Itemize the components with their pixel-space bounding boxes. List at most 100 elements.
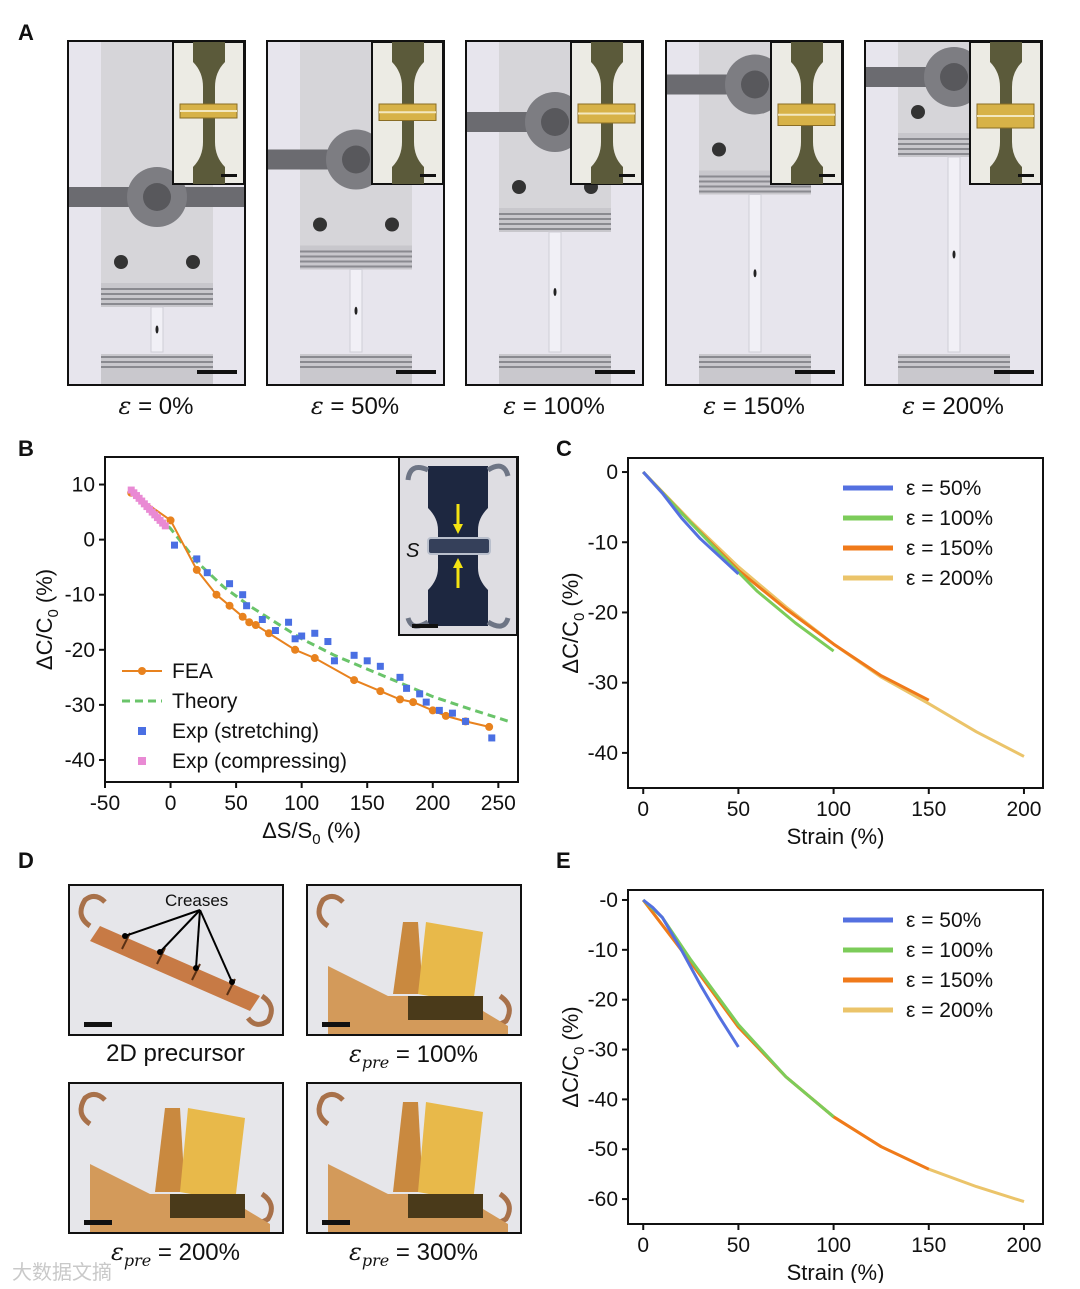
y-tick-label: -40	[588, 1088, 618, 1111]
folded-electrode-photo	[68, 1082, 284, 1234]
panel-label-a: A	[18, 20, 34, 45]
exp-stretching-point	[226, 580, 234, 588]
legend-label: ε = 200%	[906, 999, 993, 1022]
x-tick-label: 250	[481, 792, 516, 815]
stretch-photo	[266, 40, 445, 386]
crease-arrow	[124, 909, 201, 937]
x-tick-label: 200	[1006, 798, 1041, 821]
legend-entry: ε = 200%	[843, 999, 993, 1022]
panel-label-e: E	[556, 848, 571, 873]
caption-a-2: ε = 50%	[310, 392, 400, 420]
panel-label-b: B	[18, 436, 34, 461]
legend-label: ε = 150%	[906, 537, 993, 560]
exp-stretching-point	[403, 684, 411, 692]
legend-label: Exp (compressing)	[172, 750, 347, 773]
epsilon-symbol: ε	[310, 392, 324, 420]
fea-point	[428, 706, 437, 715]
scale-bar	[84, 1220, 112, 1225]
legend-entry: ε = 50%	[843, 477, 981, 500]
exp-compressing-point	[161, 522, 169, 530]
y-axis-label: ΔC/C0 (%)	[560, 1006, 588, 1107]
exp-stretching-point	[330, 657, 338, 665]
watermark: 大数据文摘	[12, 1262, 112, 1284]
x-tick-label: -50	[90, 792, 120, 815]
x-tick-label: 0	[637, 798, 649, 821]
legend-entry: Exp (compressing)	[138, 750, 347, 773]
x-tick-label: 0	[165, 792, 177, 815]
electrode-inset	[371, 42, 443, 185]
epsilon-symbol: ε	[703, 392, 717, 420]
folded-electrode-photo	[306, 884, 522, 1036]
y-tick-label: -10	[65, 584, 95, 607]
x-tick-label: 200	[415, 792, 450, 815]
x-axis-label: Strain (%)	[787, 824, 885, 849]
legend-label: ε = 50%	[906, 477, 981, 500]
y-axis-label: ΔC/C0 (%)	[560, 572, 588, 673]
exp-stretching-point	[462, 717, 470, 725]
electrode-inset	[172, 42, 244, 185]
caption-a-5: ε = 200%	[902, 392, 1004, 420]
exp-stretching-point	[324, 638, 332, 646]
inset-label-s: S	[406, 540, 420, 562]
exp-stretching-point	[203, 569, 211, 577]
y-tick-label: 10	[72, 474, 95, 497]
series-line-50	[642, 898, 740, 1048]
fea-point	[350, 676, 359, 685]
exp-stretching-point	[285, 618, 293, 626]
legend-label: ε = 100%	[906, 939, 993, 962]
legend-label: FEA	[172, 660, 213, 683]
x-tick-label: 200	[1006, 1234, 1041, 1257]
legend-entry: ε = 200%	[843, 567, 993, 590]
series-theory-line	[130, 489, 510, 723]
y-tick-label: -30	[65, 694, 95, 717]
crease-arrow	[195, 909, 201, 969]
fea-point	[192, 565, 201, 574]
folded-electrode-photo: Creases	[68, 884, 284, 1036]
panel-label-c: C	[556, 436, 572, 461]
caption-d-4: εpre = 300%	[349, 1238, 478, 1270]
legend-label: ε = 200%	[906, 567, 993, 590]
epsilon-symbol: ε	[118, 392, 132, 420]
electrode-inset	[570, 42, 642, 185]
y-axis-label: ΔC/C0 (%)	[32, 569, 62, 670]
plot-frame	[627, 457, 1044, 789]
legend-label: Theory	[172, 690, 238, 713]
y-tick-label: -10	[588, 531, 618, 554]
caption-d-2: εpre = 100%	[349, 1040, 478, 1072]
x-tick-label: 50	[727, 798, 750, 821]
exp-stretching-point	[291, 635, 299, 643]
epsilon-symbol: ε	[902, 392, 916, 420]
exp-stretching-point	[239, 591, 247, 599]
y-tick-label: -50	[588, 1138, 618, 1161]
chart-c: 0 50 100 150 200 0 -10 -20 -30 -40 Strain (%) ΔC/C0…	[560, 457, 1044, 849]
y-tick-label: -40	[588, 742, 618, 765]
x-tick-label: 0	[637, 1234, 649, 1257]
stretch-photo	[665, 40, 844, 386]
fea-point	[238, 612, 247, 621]
electrode-inset	[969, 42, 1041, 185]
x-tick-label: 100	[816, 798, 851, 821]
fea-point	[409, 698, 418, 707]
x-tick-label: 100	[284, 792, 319, 815]
legend-entry: Theory	[122, 690, 238, 713]
plot-frame	[627, 889, 1044, 1225]
legend-label: ε = 100%	[906, 507, 993, 530]
fea-point	[310, 654, 319, 663]
exp-stretching-point	[376, 662, 384, 670]
fea-point	[264, 629, 273, 638]
fea-point	[212, 590, 221, 599]
series-line-150	[642, 899, 930, 1171]
stretch-photo	[67, 40, 246, 386]
exp-stretching-point	[350, 651, 358, 659]
legend-entry: ε = 150%	[843, 537, 993, 560]
scale-bar	[795, 370, 835, 374]
scale-bar	[322, 1022, 350, 1027]
stretch-photo	[465, 40, 644, 386]
inset-photo-b: S	[398, 456, 518, 636]
x-tick-label: 150	[911, 798, 946, 821]
x-axis-label: ΔS/S0 (%)	[262, 818, 361, 848]
panel-label-d: D	[18, 848, 34, 873]
exp-stretching-point	[422, 698, 430, 706]
scale-bar	[412, 624, 438, 628]
